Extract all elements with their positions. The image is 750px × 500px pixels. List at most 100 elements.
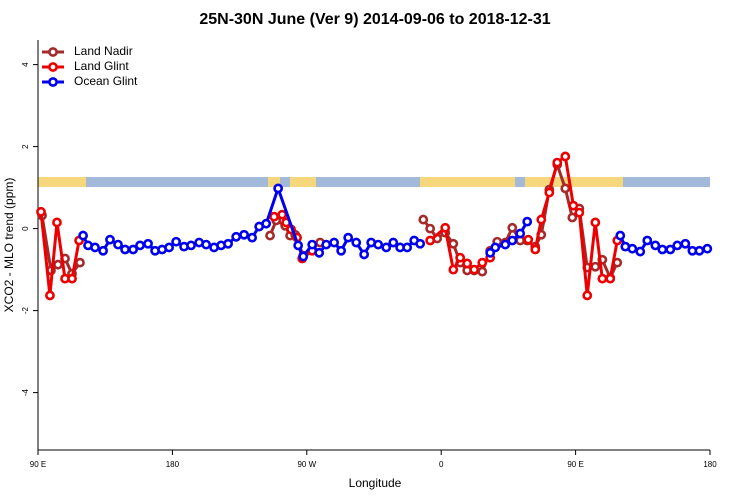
data-point	[507, 235, 518, 246]
data-point	[90, 242, 100, 253]
legend-label: Ocean Glint	[74, 74, 138, 88]
data-point	[201, 239, 212, 250]
x-tick-label: 0	[439, 460, 444, 469]
y-tick-label: -4	[21, 388, 30, 396]
data-point	[477, 266, 488, 277]
ocean-strip	[38, 177, 710, 187]
data-point	[627, 243, 638, 254]
data-point	[657, 244, 668, 255]
data-point	[672, 240, 683, 251]
data-point	[515, 228, 526, 239]
data-point	[381, 242, 392, 253]
data-point	[53, 259, 63, 270]
data-point	[171, 236, 182, 247]
x-tick-label: 180	[703, 460, 717, 469]
data-point	[239, 229, 249, 240]
x-tick-label: 90 W	[297, 460, 316, 469]
data-point	[261, 218, 272, 229]
data-point	[642, 235, 653, 246]
land-strip	[268, 177, 280, 187]
data-point	[402, 242, 413, 253]
data-point	[597, 273, 608, 284]
x-tick-label: 180	[166, 460, 180, 469]
data-point	[455, 252, 466, 263]
x-tick-label: 90 E	[30, 460, 46, 469]
data-point	[231, 231, 242, 242]
data-point	[36, 206, 46, 217]
data-point	[568, 200, 579, 211]
land-strip	[38, 177, 86, 187]
data-point	[269, 211, 279, 222]
data-point	[440, 222, 451, 233]
data-point	[425, 235, 436, 246]
data-point	[52, 217, 62, 228]
data-point	[530, 244, 541, 255]
y-tick-label: 0	[21, 226, 30, 231]
data-point	[67, 273, 77, 284]
data-point	[560, 151, 571, 162]
data-point	[418, 214, 429, 225]
data-point	[615, 230, 626, 241]
legend-marker	[48, 77, 58, 87]
data-point	[78, 230, 88, 241]
data-point	[552, 157, 563, 168]
data-point	[582, 290, 593, 301]
data-point	[425, 223, 436, 234]
data-point	[500, 239, 511, 250]
data-point	[277, 209, 288, 220]
data-point	[635, 246, 646, 257]
data-point	[650, 240, 661, 251]
data-point	[105, 234, 115, 245]
data-point	[120, 244, 130, 255]
data-point	[373, 239, 384, 250]
data-point	[98, 245, 109, 256]
data-point	[329, 237, 340, 248]
legend-marker	[48, 62, 58, 72]
data-point	[590, 217, 601, 228]
data-point	[522, 216, 533, 227]
data-point	[293, 240, 304, 251]
x-axis-label: Longitude	[349, 476, 402, 490]
y-tick-label: 4	[21, 62, 30, 67]
data-point	[567, 212, 578, 223]
data-point	[351, 237, 362, 248]
data-point	[75, 257, 85, 268]
data-point	[113, 239, 123, 250]
map-band	[38, 177, 710, 187]
data-point	[680, 238, 691, 249]
data-point	[186, 240, 196, 251]
data-point	[359, 249, 370, 260]
data-point	[590, 261, 601, 272]
data-point	[143, 238, 153, 249]
data-point	[321, 239, 332, 250]
data-point	[665, 244, 676, 255]
data-point	[523, 234, 534, 245]
data-point	[702, 243, 713, 254]
data-point	[560, 183, 571, 194]
data-point	[388, 237, 399, 248]
data-point	[343, 232, 354, 243]
x-tick-label: 90 E	[567, 460, 583, 469]
data-point	[336, 245, 347, 256]
y-axis-label: XCO2 - MLO trend (ppm)	[2, 178, 16, 313]
chart-title: 25N-30N June (Ver 9) 2014-09-06 to 2018-…	[199, 11, 550, 28]
data-point	[448, 238, 459, 249]
land-strip	[525, 177, 623, 187]
data-point	[135, 240, 145, 251]
data-point	[507, 222, 518, 233]
data-point	[273, 183, 284, 194]
data-point	[694, 245, 705, 256]
land-strip	[420, 177, 515, 187]
data-point	[415, 238, 426, 249]
data-point	[45, 290, 55, 301]
data-point	[536, 214, 547, 225]
y-tick-label: 2	[21, 144, 30, 149]
data-point	[605, 273, 616, 284]
data-point	[574, 207, 585, 218]
legend-marker	[48, 47, 58, 57]
legend-label: Land Nadir	[74, 44, 133, 58]
land-strip	[290, 177, 316, 187]
data-point	[544, 187, 555, 198]
